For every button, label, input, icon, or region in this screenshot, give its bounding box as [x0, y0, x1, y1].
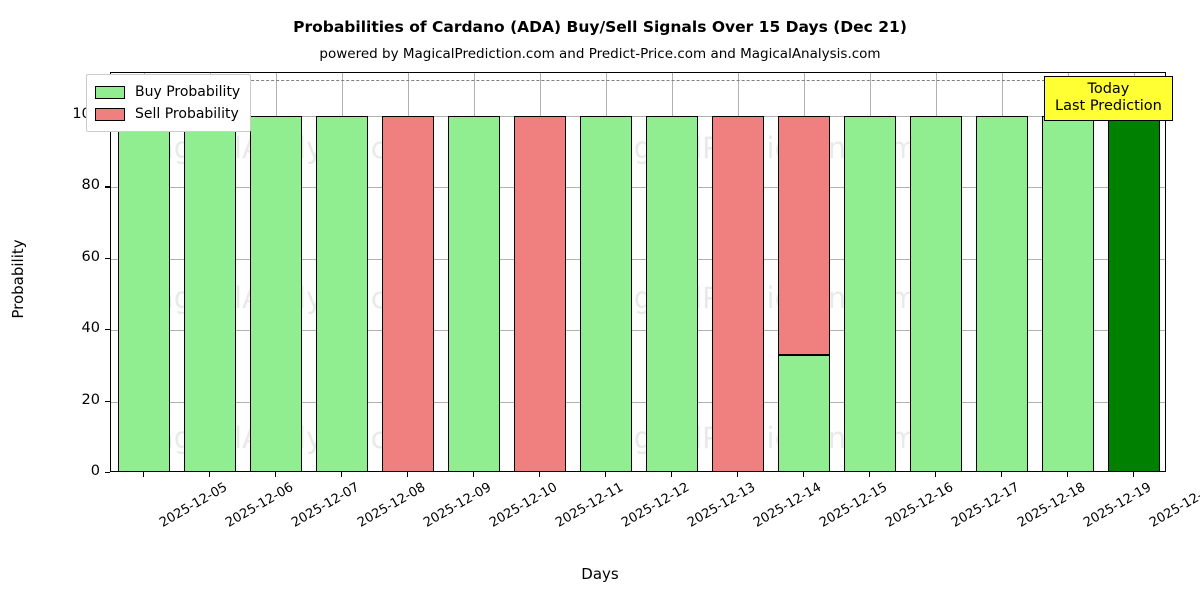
x-tick-mark — [539, 472, 541, 477]
bar-buy[interactable] — [249, 115, 303, 471]
legend-swatch-sell — [95, 107, 125, 121]
bar-sell[interactable] — [777, 115, 831, 356]
x-tick-label: 2025-12-05 — [157, 480, 231, 531]
y-tick-mark — [105, 400, 110, 402]
gridline-horizontal — [111, 115, 1165, 117]
chart-subtitle: powered by MagicalPrediction.com and Pre… — [319, 46, 881, 62]
gridline-horizontal — [111, 330, 1165, 332]
x-tick-mark — [209, 472, 211, 477]
x-tick-label: 2025-12-17 — [949, 480, 1023, 531]
plot-area: MagicalAnalysis.comMagicalPrediction.com… — [110, 72, 1166, 472]
x-tick-mark — [605, 472, 607, 477]
bar-buy[interactable] — [315, 115, 369, 471]
gridline-horizontal — [111, 187, 1165, 189]
x-tick-mark — [803, 472, 805, 477]
x-tick-mark — [737, 472, 739, 477]
x-tick-mark — [407, 472, 409, 477]
legend-label-buy: Buy Probability — [135, 84, 241, 100]
page-title: Probabilities of Cardano (ADA) Buy/Sell … — [293, 18, 907, 36]
x-tick-label: 2025-12-20 — [1147, 480, 1200, 531]
x-tick-label: 2025-12-15 — [817, 480, 891, 531]
x-tick-mark — [143, 472, 145, 477]
x-tick-mark — [275, 472, 277, 477]
bar-buy[interactable] — [645, 115, 699, 471]
y-tick-label: 60 — [81, 248, 100, 265]
legend-label-sell: Sell Probability — [135, 106, 239, 122]
x-tick-label: 2025-12-06 — [223, 480, 297, 531]
x-tick-mark — [869, 472, 871, 477]
legend-item-sell[interactable]: Sell Probability — [95, 103, 240, 125]
x-tick-label: 2025-12-12 — [619, 480, 693, 531]
x-tick-mark — [1133, 472, 1135, 477]
x-tick-mark — [341, 472, 343, 477]
x-tick-label: 2025-12-07 — [289, 480, 363, 531]
x-tick-mark — [1067, 472, 1069, 477]
x-tick-mark — [671, 472, 673, 477]
today-label: Today — [1087, 81, 1130, 97]
bar-buy[interactable] — [579, 115, 633, 471]
gridline-horizontal — [111, 258, 1165, 260]
today-annotation: Today Last Prediction — [1044, 76, 1173, 122]
bar-buy[interactable] — [843, 115, 897, 471]
x-tick-label: 2025-12-08 — [355, 480, 429, 531]
y-tick-mark — [105, 186, 110, 188]
y-tick-label: 40 — [81, 320, 100, 337]
bar-buy[interactable] — [117, 115, 171, 471]
y-tick-label: 20 — [81, 391, 100, 408]
bar-sell[interactable] — [381, 115, 435, 471]
bar-buy[interactable] — [777, 355, 831, 471]
x-tick-mark — [1001, 472, 1003, 477]
x-tick-label: 2025-12-10 — [487, 480, 561, 531]
bar-buy[interactable] — [447, 115, 501, 471]
chart-legend: Buy Probability Sell Probability — [86, 74, 252, 132]
y-tick-mark — [105, 257, 110, 259]
bar-buy[interactable] — [975, 115, 1029, 471]
x-tick-label: 2025-12-16 — [883, 480, 957, 531]
bar-buy[interactable] — [1107, 115, 1161, 471]
x-tick-label: 2025-12-14 — [751, 480, 825, 531]
bar-buy[interactable] — [1041, 115, 1095, 471]
y-tick-label: 0 — [90, 463, 100, 479]
bar-sell[interactable] — [513, 115, 567, 471]
y-tick-mark — [105, 472, 110, 474]
gridline-horizontal — [111, 401, 1165, 403]
legend-item-buy[interactable]: Buy Probability — [95, 81, 240, 103]
reference-line — [111, 80, 1165, 82]
bars-layer — [111, 73, 1165, 471]
y-tick-label: 80 — [81, 177, 100, 194]
legend-swatch-buy — [95, 85, 125, 99]
x-tick-label: 2025-12-11 — [553, 480, 627, 531]
x-tick-mark — [935, 472, 937, 477]
x-tick-label: 2025-12-09 — [421, 480, 495, 531]
bar-buy[interactable] — [909, 115, 963, 471]
x-tick-mark — [473, 472, 475, 477]
x-tick-label: 2025-12-18 — [1015, 480, 1089, 531]
bar-sell[interactable] — [711, 115, 765, 471]
bar-buy[interactable] — [183, 115, 237, 471]
x-tick-label: 2025-12-19 — [1081, 480, 1155, 531]
x-tick-label: 2025-12-13 — [685, 480, 759, 531]
last-prediction-label: Last Prediction — [1055, 98, 1162, 115]
x-axis-label: Days — [581, 565, 619, 583]
y-tick-mark — [105, 329, 110, 331]
